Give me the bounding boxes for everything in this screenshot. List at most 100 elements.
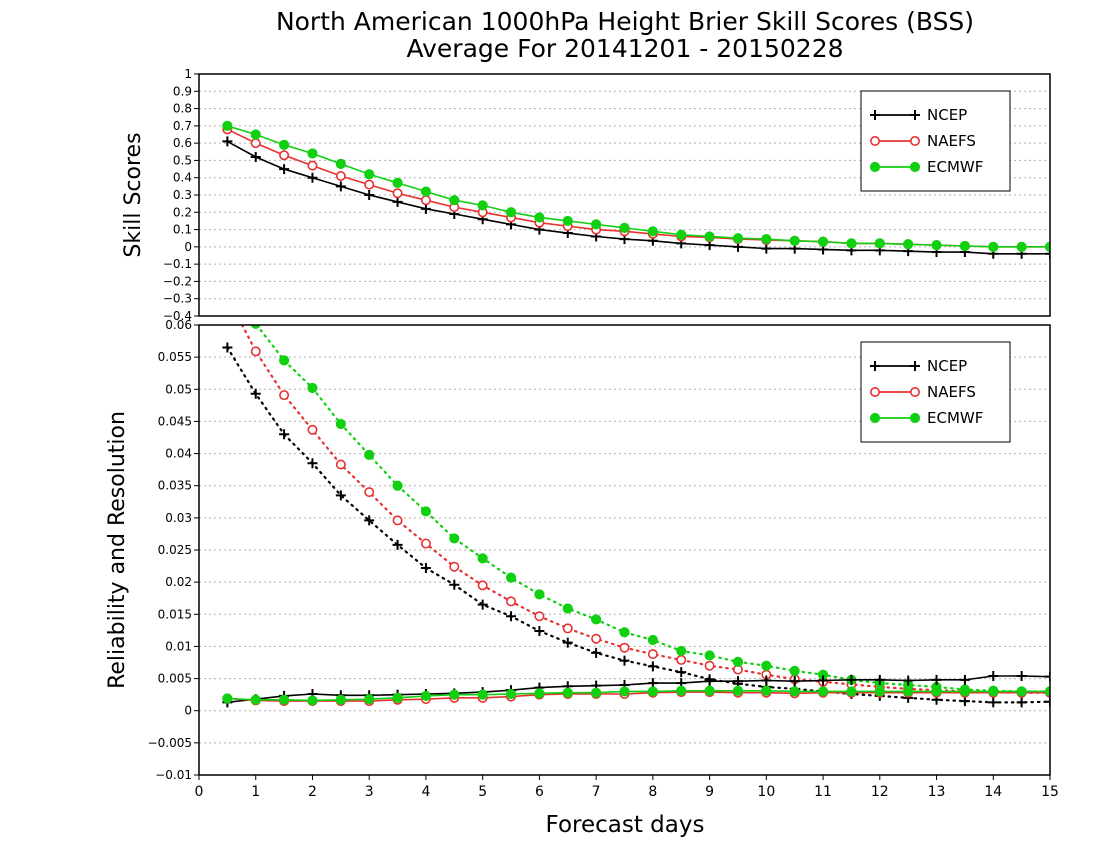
legend-ecmwf-marker [909, 161, 921, 173]
series-ecmwf-marker [420, 506, 432, 517]
x-tick-label: 1 [251, 784, 260, 800]
series-ecmwf-marker [307, 148, 318, 159]
legend-ncep-marker [870, 361, 880, 371]
series-ecmwf-marker [477, 553, 488, 564]
y-tick-label: 0.045 [158, 414, 192, 428]
series-ecmwf-marker [279, 355, 290, 366]
series-ncep-marker [222, 136, 233, 147]
series-naefs-marker [506, 596, 517, 607]
y-tick-label: −0.2 [163, 274, 192, 288]
x-tick-label: 4 [421, 784, 430, 800]
series-ecmwf-marker [732, 685, 744, 696]
series-ecmwf-marker [534, 212, 545, 223]
series-ecmwf-marker [562, 215, 573, 227]
series-ncep-marker [874, 674, 885, 685]
series-ecmwf-marker [335, 694, 346, 705]
series-naefs-marker [647, 649, 658, 660]
series-ncep-marker [506, 611, 517, 622]
legend-ncep-marker [870, 110, 880, 120]
chart-title-line2: Average For 20141201 - 20150228 [406, 34, 843, 63]
x-tick-label: 6 [535, 784, 544, 800]
series-ncep-marker [222, 342, 233, 353]
series-ncep-marker [1045, 248, 1050, 259]
series-ecmwf-marker [1016, 241, 1027, 252]
top-plot-frame [198, 73, 1051, 317]
series-ecmwf-marker [364, 694, 375, 705]
series-ncep-marker [931, 674, 942, 685]
series-ecmwf-marker [903, 686, 914, 697]
top-series [222, 120, 1050, 259]
x-tick-label: 0 [195, 784, 204, 800]
series-ecmwf-marker [307, 695, 318, 706]
series-ecmwf-marker [1044, 241, 1050, 252]
x-tick-label: 3 [365, 784, 374, 800]
series-ecmwf-marker [1016, 686, 1027, 697]
series-ncep-marker [988, 697, 999, 708]
series-ncep-marker [420, 203, 431, 214]
series-ecmwf-dotted [250, 325, 1050, 697]
legend-ecmwf-marker [869, 412, 881, 424]
series-ncep-marker [392, 539, 403, 550]
legend-ncep-marker [910, 361, 920, 371]
series-ecmwf-marker [477, 689, 488, 700]
x-tick-label: 14 [984, 784, 1002, 800]
y-tick-label: 0.03 [165, 511, 192, 525]
series-ecmwf-marker [307, 382, 318, 394]
series-naefs-solid [222, 687, 1050, 707]
series-ecmwf-marker [505, 688, 517, 700]
series-naefs-marker [364, 487, 375, 498]
top-y-axis-label: Skill Scores [121, 132, 146, 257]
series-ecmwf-marker [392, 692, 403, 703]
series-naefs-marker [449, 561, 460, 572]
y-tick-label: 0.3 [173, 188, 192, 202]
x-tick-label: 7 [592, 784, 601, 800]
y-tick-label: 0.005 [158, 672, 192, 686]
series-ecmwf-marker [222, 120, 233, 131]
series-ncep-marker [420, 563, 431, 573]
x-tick-label: 11 [814, 784, 832, 800]
series-ncep-marker [250, 388, 261, 399]
series-naefs-marker [392, 515, 403, 526]
series-ncep-marker [761, 675, 772, 686]
series-ecmwf-marker [619, 222, 630, 233]
series-ncep-marker [704, 676, 715, 687]
legend-label-ecmwf: ECMWF [927, 409, 983, 427]
x-tick-label: 12 [871, 784, 889, 800]
y-tick-label: 0 [184, 704, 192, 718]
series-ncep-marker [789, 676, 800, 687]
chart-title-line1: North American 1000hPa Height Brier Skil… [276, 7, 974, 36]
series-ecmwf-marker [732, 233, 744, 244]
series-ncep-marker [1045, 696, 1050, 707]
y-tick-label: −0.01 [155, 768, 192, 782]
y-tick-label: 0.4 [173, 171, 192, 185]
y-tick-label: −0.005 [148, 736, 192, 750]
series-ecmwf-marker [250, 325, 261, 329]
series-naefs-marker [392, 188, 403, 199]
series-ecmwf-marker [477, 200, 488, 211]
x-tick-label: 13 [928, 784, 946, 800]
series-ecmwf-marker [931, 686, 942, 697]
series-ecmwf-marker [534, 589, 545, 600]
series-ecmwf-marker [846, 686, 857, 697]
series-ecmwf-marker [931, 240, 942, 251]
bottom-series [222, 325, 1050, 708]
series-ecmwf-marker [335, 158, 346, 169]
legend-ncep-marker [910, 110, 920, 120]
series-ncep-marker [279, 164, 290, 175]
series-ncep-marker [1016, 697, 1027, 708]
skill-score-panel: −0.4 −0.3 −0.2 −0.1 0 0.1 0.2 0.3 0.4 0.5 0.6 0.7 0.… [121, 67, 1051, 323]
series-ecmwf-marker [676, 645, 687, 657]
series-ecmwf-solid [222, 685, 1050, 706]
series-ecmwf-marker [562, 603, 573, 614]
series-ecmwf-marker [420, 186, 432, 197]
bottom-y-ticks: −0.01 −0.005 0 0.005 0.01 0.015 0.02 0.025 0.03 0… [148, 318, 199, 782]
legend-label-ncep: NCEP [927, 357, 967, 375]
series-ncep-marker [846, 674, 857, 685]
series-ecmwf-marker [676, 685, 687, 696]
series-ncep-marker [364, 515, 375, 526]
series-ncep-marker [619, 655, 630, 666]
series-ecmwf-marker [959, 240, 971, 252]
series-naefs-marker [534, 611, 545, 622]
series-ecmwf-marker [789, 686, 800, 697]
